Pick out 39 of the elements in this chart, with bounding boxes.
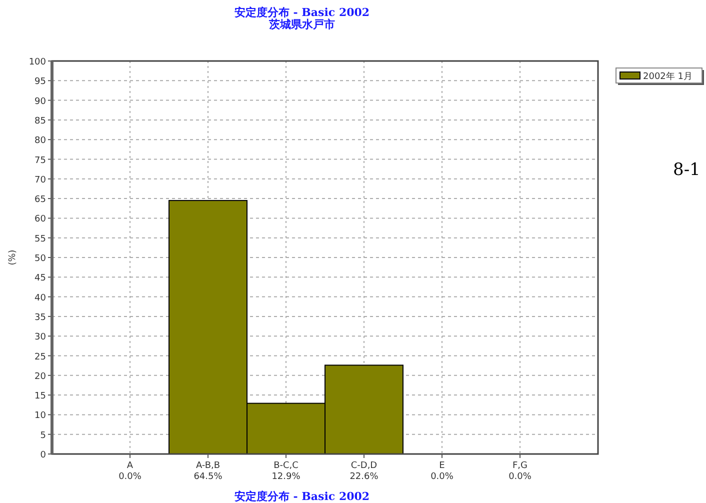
y-tick-label: 0 (40, 450, 46, 460)
text: 安定度分布 - Basic 2002 (234, 490, 370, 503)
x-tick-label: F,G (512, 461, 528, 471)
chart-subtitle: 茨城県水戸市 (268, 18, 335, 31)
y-tick-label: 85 (34, 116, 46, 126)
x-tick-label: B-C,C (274, 461, 298, 471)
x-tick-label: A-B,B (196, 461, 220, 471)
data-label: 0.0% (118, 472, 142, 482)
y-tick-label: 90 (34, 96, 46, 107)
x-tick-label: E (439, 461, 446, 471)
y-tick-label: 5 (40, 430, 46, 441)
x-tick-label: C-D,D (350, 461, 378, 471)
data-label: 12.9% (272, 472, 301, 482)
y-tick-label: 60 (34, 214, 46, 225)
y-tick-label: 45 (34, 274, 46, 284)
y-tick-label: 65 (34, 195, 46, 206)
y-tick-label: 35 (34, 312, 46, 323)
y-tick-label: 70 (34, 175, 46, 186)
y-tick-label: 75 (34, 156, 46, 166)
data-label: 0.0% (508, 472, 532, 482)
y-tick-label: 55 (34, 234, 46, 244)
chart-title: 安定度分布 - Basic 2002 (234, 6, 370, 19)
legend-label: 2002年 1月 (643, 71, 692, 82)
y-tick-label: 50 (34, 254, 46, 264)
data-label: 22.6% (350, 472, 379, 482)
y-tick-label: 40 (34, 293, 46, 304)
y-tick-label: 10 (34, 411, 46, 422)
y-tick-label: 80 (34, 136, 46, 146)
data-label: 0.0% (430, 472, 454, 482)
y-tick-label: 25 (34, 352, 46, 362)
y-tick-label: 95 (34, 77, 46, 88)
y-axis-title: (%) (8, 250, 18, 266)
data-label: 64.5% (194, 472, 223, 482)
y-tick-label: 30 (34, 332, 46, 343)
y-tick-label: 20 (34, 372, 46, 382)
y-tick-label: 15 (34, 392, 46, 402)
y-tick-label: 100 (28, 58, 46, 68)
x-tick-label: A (126, 461, 134, 471)
text: 8-1 (673, 160, 700, 180)
